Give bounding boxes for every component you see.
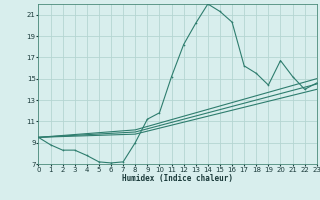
- X-axis label: Humidex (Indice chaleur): Humidex (Indice chaleur): [122, 174, 233, 183]
